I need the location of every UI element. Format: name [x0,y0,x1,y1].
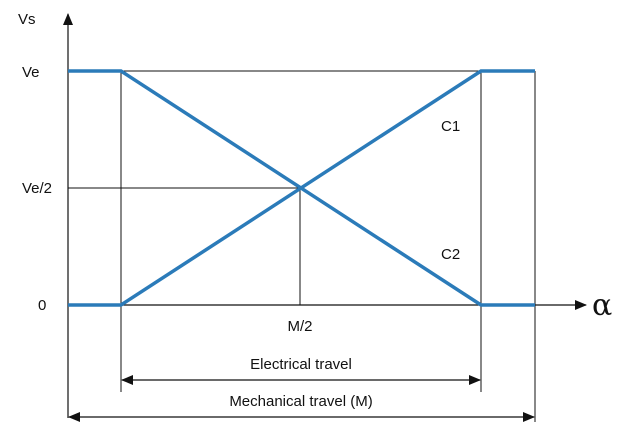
curve-c1 [68,69,535,307]
x-axis-label: α [592,288,612,323]
y-tick-zero: 0 [38,297,46,314]
y-axis-label: Vs [18,11,36,28]
curve-c1-label: C1 [441,118,460,135]
curve-c2-label: C2 [441,246,460,263]
y-tick-ve: Ve [22,64,40,81]
x-tick-mid: M/2 [287,318,312,335]
mechanical-travel-label: Mechanical travel (M) [229,393,372,410]
y-tick-ve-half: Ve/2 [22,180,52,197]
electrical-travel-label: Electrical travel [250,356,352,373]
